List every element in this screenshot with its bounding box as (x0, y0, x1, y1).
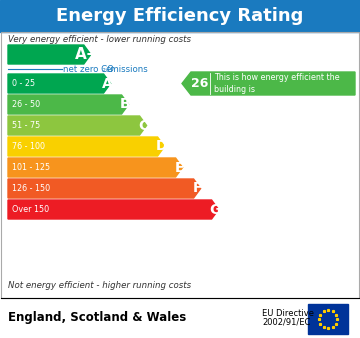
Text: 76 - 100: 76 - 100 (12, 142, 45, 151)
Text: F: F (192, 182, 202, 195)
Text: England, Scotland & Wales: England, Scotland & Wales (8, 312, 186, 324)
Text: net zero CO: net zero CO (63, 65, 114, 73)
Bar (1, 32, 359, 298)
Text: G: G (210, 202, 221, 217)
Text: emissions: emissions (105, 65, 148, 73)
Polygon shape (8, 137, 165, 156)
Polygon shape (8, 179, 201, 198)
Text: B: B (120, 97, 130, 112)
Text: Very energy efficient - lower running costs: Very energy efficient - lower running co… (8, 35, 191, 44)
Text: This is how energy efficient the: This is how energy efficient the (214, 72, 339, 81)
Text: 26 - 50: 26 - 50 (12, 100, 40, 109)
Bar (308, 304, 348, 334)
Text: 51 - 75: 51 - 75 (12, 121, 40, 130)
Text: E: E (174, 161, 184, 174)
Text: Energy Efficiency Rating: Energy Efficiency Rating (56, 7, 304, 25)
Text: 126 - 150: 126 - 150 (12, 184, 50, 193)
Polygon shape (8, 95, 129, 114)
Text: 101 - 125: 101 - 125 (12, 163, 50, 172)
Text: A: A (102, 76, 112, 91)
Text: 2002/91/EC: 2002/91/EC (262, 317, 310, 327)
Text: D: D (156, 140, 167, 153)
Text: Over 150: Over 150 (12, 205, 49, 214)
Polygon shape (8, 158, 183, 177)
Polygon shape (182, 72, 355, 95)
Text: 0 - 25: 0 - 25 (12, 79, 35, 88)
Text: 2: 2 (101, 68, 105, 73)
Polygon shape (8, 116, 147, 135)
Text: EU Directive: EU Directive (262, 310, 314, 318)
Text: 26: 26 (191, 77, 209, 90)
Polygon shape (8, 45, 91, 64)
Text: C: C (138, 119, 148, 132)
Text: Not energy efficient - higher running costs: Not energy efficient - higher running co… (8, 282, 191, 290)
Text: building is: building is (214, 86, 255, 95)
Polygon shape (8, 200, 219, 219)
Polygon shape (8, 74, 111, 93)
Text: A+: A+ (75, 47, 100, 62)
Bar (0, 0, 360, 32)
